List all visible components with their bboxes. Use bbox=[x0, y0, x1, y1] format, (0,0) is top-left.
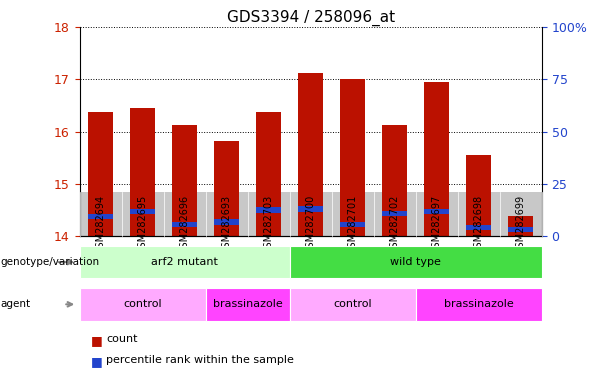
Bar bbox=[508, 216, 534, 236]
Bar bbox=[130, 209, 155, 214]
Text: brassinazole: brassinazole bbox=[213, 299, 283, 310]
Bar bbox=[80, 288, 206, 321]
Text: GSM282701: GSM282701 bbox=[348, 194, 358, 254]
Bar bbox=[424, 82, 449, 236]
Text: GSM282695: GSM282695 bbox=[138, 194, 148, 254]
Bar bbox=[424, 209, 449, 214]
Text: arf2 mutant: arf2 mutant bbox=[151, 257, 218, 267]
Text: GSM282702: GSM282702 bbox=[390, 194, 400, 254]
Text: GSM282700: GSM282700 bbox=[306, 194, 316, 254]
Bar bbox=[382, 125, 408, 236]
Text: agent: agent bbox=[1, 299, 31, 310]
Text: GSM282694: GSM282694 bbox=[95, 194, 105, 253]
Text: GSM282696: GSM282696 bbox=[180, 194, 190, 253]
Bar bbox=[256, 112, 282, 236]
Bar bbox=[290, 246, 542, 278]
Text: GSM282698: GSM282698 bbox=[474, 194, 484, 253]
Bar bbox=[88, 112, 113, 236]
Bar bbox=[80, 192, 542, 236]
Bar bbox=[508, 227, 534, 232]
Text: genotype/variation: genotype/variation bbox=[1, 257, 100, 267]
Text: GSM282703: GSM282703 bbox=[264, 194, 274, 254]
Text: percentile rank within the sample: percentile rank within the sample bbox=[106, 355, 294, 365]
Text: ■: ■ bbox=[91, 334, 103, 347]
Bar bbox=[206, 288, 290, 321]
Bar bbox=[172, 125, 197, 236]
Bar bbox=[340, 79, 365, 236]
Text: brassinazole: brassinazole bbox=[444, 299, 514, 310]
Text: count: count bbox=[106, 334, 137, 344]
Bar bbox=[382, 211, 408, 216]
Bar bbox=[298, 73, 323, 236]
Bar bbox=[172, 222, 197, 227]
Text: control: control bbox=[123, 299, 162, 310]
Text: control: control bbox=[333, 299, 372, 310]
Bar bbox=[290, 288, 416, 321]
Bar bbox=[214, 141, 239, 236]
Bar bbox=[80, 246, 290, 278]
Text: GSM282693: GSM282693 bbox=[221, 194, 231, 253]
Bar bbox=[466, 155, 491, 236]
Text: GSM282699: GSM282699 bbox=[516, 194, 526, 253]
Text: GSM282697: GSM282697 bbox=[432, 194, 442, 254]
Bar bbox=[214, 219, 239, 225]
Bar bbox=[130, 109, 155, 236]
Bar bbox=[298, 206, 323, 212]
Bar bbox=[340, 222, 365, 227]
Text: wild type: wild type bbox=[391, 257, 441, 267]
Bar bbox=[416, 288, 542, 321]
Text: ■: ■ bbox=[91, 355, 103, 368]
Title: GDS3394 / 258096_at: GDS3394 / 258096_at bbox=[227, 9, 395, 25]
Bar bbox=[256, 207, 282, 213]
Bar bbox=[88, 214, 113, 219]
Bar bbox=[466, 225, 491, 230]
